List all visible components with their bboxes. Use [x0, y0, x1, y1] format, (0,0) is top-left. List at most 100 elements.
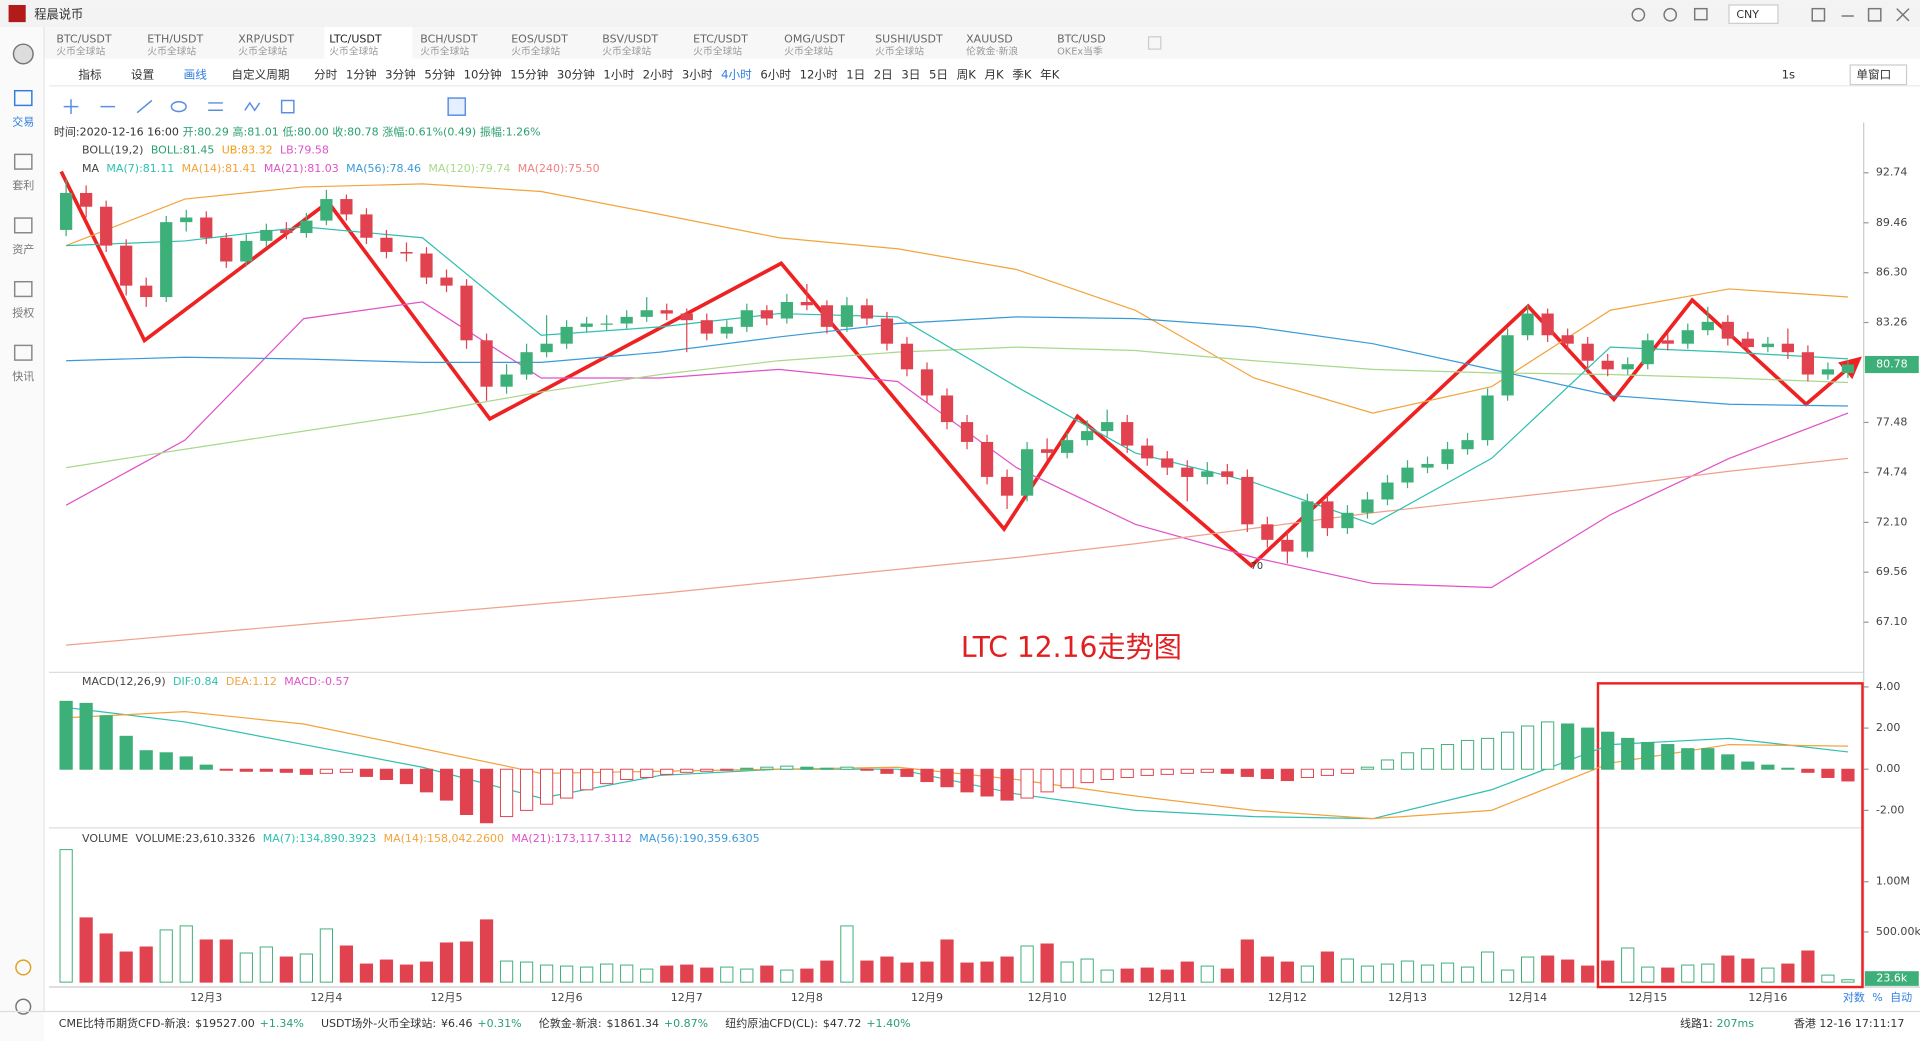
tab-exchange[interactable]: 火币全球站: [602, 45, 651, 58]
period[interactable]: 周K: [957, 67, 977, 81]
tab-exchange[interactable]: 火币全球站: [784, 45, 833, 58]
period[interactable]: 5分钟: [424, 67, 455, 81]
add-tab[interactable]: [1147, 36, 1162, 50]
tab-symbol[interactable]: SUSHI/USDT: [875, 32, 943, 45]
crosshair-tool[interactable]: [63, 99, 79, 114]
currency-box[interactable]: [1728, 4, 1779, 24]
volume-bar: [539, 964, 554, 983]
tab-symbol[interactable]: OMG/USDT: [784, 32, 845, 45]
tab-exchange[interactable]: 火币全球站: [693, 45, 742, 58]
volume-bar: [740, 968, 754, 983]
tab-exchange[interactable]: 火币全球站: [329, 45, 378, 58]
bell-icon[interactable]: [1631, 7, 1646, 22]
tip-icon[interactable]: [15, 959, 32, 976]
sidebar-icon[interactable]: [13, 344, 33, 361]
volume-bar: [1040, 943, 1054, 983]
tab-symbol[interactable]: BTC/USD: [1057, 32, 1106, 45]
maximize-icon[interactable]: [1867, 7, 1882, 22]
refresh-rate[interactable]: 1s: [1782, 67, 1795, 81]
volume-bar: [379, 959, 394, 983]
volume-bar: [680, 964, 694, 983]
period[interactable]: 1日: [846, 67, 865, 81]
macd-bar: [660, 768, 674, 775]
tab-symbol[interactable]: BTC/USDT: [56, 32, 112, 45]
tab-symbol[interactable]: ETH/USDT: [147, 32, 203, 45]
toolbar-tool[interactable]: 画线: [184, 67, 208, 81]
macd-bar: [980, 768, 994, 797]
tab-exchange[interactable]: 火币全球站: [238, 45, 287, 58]
sidebar-label[interactable]: 资产: [12, 242, 34, 256]
wave-tool[interactable]: [244, 101, 261, 112]
currency[interactable]: CNY: [1736, 8, 1759, 21]
grid-tool[interactable]: [280, 99, 295, 114]
tab-symbol[interactable]: XRP/USDT: [238, 32, 294, 45]
macd-bar: [960, 768, 974, 793]
tab-exchange[interactable]: 火币全球站: [147, 45, 196, 58]
ray-tool[interactable]: [136, 99, 153, 114]
x-tick-label: 12月10: [1028, 991, 1067, 1004]
tab-exchange[interactable]: 火币全球站: [56, 45, 105, 58]
sidebar-icon[interactable]: [13, 89, 33, 107]
period[interactable]: 30分钟: [557, 67, 595, 81]
axis-option[interactable]: %: [1872, 991, 1882, 1004]
window-mode[interactable]: 单窗口: [1856, 67, 1891, 81]
tab-exchange[interactable]: OKEx当季: [1057, 45, 1103, 58]
volume-bar: [1200, 965, 1214, 983]
period[interactable]: 月K: [984, 67, 1004, 81]
candle-body: [1101, 422, 1114, 432]
period[interactable]: 1分钟: [346, 67, 377, 81]
tab-symbol[interactable]: ETC/USDT: [693, 32, 748, 45]
sidebar-icon[interactable]: [13, 153, 33, 170]
active-tool[interactable]: [447, 97, 467, 116]
period[interactable]: 15分钟: [510, 67, 548, 81]
sidebar-label[interactable]: 套利: [12, 179, 34, 192]
channel-tool[interactable]: [208, 102, 223, 112]
period[interactable]: 4小时: [721, 67, 752, 81]
sidebar-label[interactable]: 授权: [12, 306, 34, 320]
period[interactable]: 3小时: [682, 67, 713, 81]
axis-option[interactable]: 自动: [1890, 991, 1912, 1004]
period[interactable]: 季K: [1012, 67, 1032, 81]
shop-icon[interactable]: [1693, 7, 1708, 21]
avatar[interactable]: [12, 43, 34, 65]
period[interactable]: 10分钟: [464, 67, 502, 81]
tab-symbol[interactable]: BCH/USDT: [420, 32, 478, 45]
macd-bar: [239, 768, 253, 772]
period[interactable]: 年K: [1040, 67, 1060, 81]
axis-option[interactable]: 对数: [1843, 990, 1865, 1004]
toolbar-tool[interactable]: 指标: [78, 67, 102, 81]
close-icon[interactable]: [1896, 8, 1910, 22]
sidebar-icon[interactable]: [13, 280, 33, 298]
period[interactable]: 12小时: [800, 67, 838, 81]
period[interactable]: 5日: [929, 67, 948, 81]
period[interactable]: 1小时: [603, 67, 634, 81]
sidebar-label[interactable]: 交易: [12, 115, 34, 129]
legend-item: MA(56):78.46: [346, 162, 421, 175]
toolbar-tool[interactable]: 设置: [131, 67, 154, 81]
sidebar-icon[interactable]: [13, 217, 33, 234]
search-icon[interactable]: [1663, 7, 1678, 22]
tab-exchange[interactable]: 火币全球站: [511, 45, 560, 58]
period[interactable]: 3日: [901, 67, 920, 81]
period[interactable]: 分时: [314, 67, 338, 81]
period[interactable]: 3分钟: [385, 67, 416, 81]
tab-symbol[interactable]: LTC/USDT: [329, 32, 382, 45]
tab-exchange[interactable]: 火币全球站: [420, 45, 469, 58]
legend-item: MA(240):75.50: [518, 162, 600, 175]
period[interactable]: 2小时: [643, 67, 674, 81]
tab-symbol[interactable]: EOS/USDT: [511, 32, 568, 45]
tab-exchange[interactable]: 伦敦金·新浪: [966, 45, 1018, 58]
period[interactable]: 6小时: [760, 67, 791, 81]
settings-icon[interactable]: [15, 998, 32, 1015]
shape-tool[interactable]: [170, 100, 187, 113]
tab-symbol[interactable]: BSV/USDT: [602, 32, 658, 45]
custom-period[interactable]: 自定义周期: [231, 67, 289, 81]
popout-icon[interactable]: [1811, 7, 1826, 22]
sidebar-label[interactable]: 快讯: [12, 370, 34, 383]
tab-exchange[interactable]: 火币全球站: [875, 45, 924, 58]
tab-symbol[interactable]: XAUUSD: [966, 32, 1013, 45]
window-box[interactable]: [1849, 64, 1908, 86]
period[interactable]: 2日: [874, 67, 893, 81]
candle-body: [1581, 343, 1594, 361]
candle-body: [120, 245, 133, 286]
